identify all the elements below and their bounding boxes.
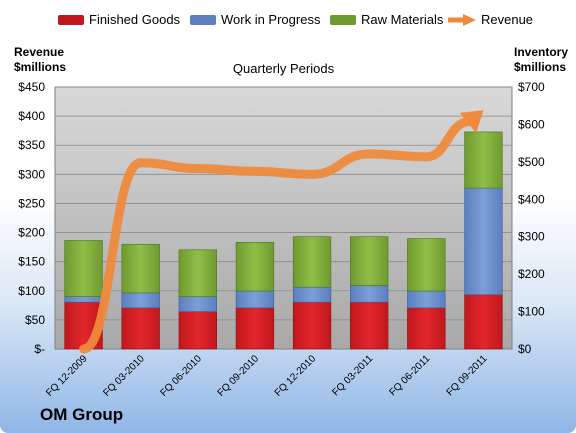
legend-label-finished-goods: Finished Goods [89,12,181,27]
bar-raw-materials [178,249,217,297]
legend-label-work-in-progress: Work in Progress [221,12,321,27]
x-tick-label: FQ 03-2010 [101,353,147,399]
bar-work-in-progress [64,296,103,303]
y-left-tick-label: $450 [18,80,45,94]
y-right-tick-label: $500 [518,155,545,169]
bar-work-in-progress [235,290,275,309]
y-left-tick-label: $100 [18,284,45,298]
y-left-tick-label: $150 [18,255,45,269]
bar-work-in-progress [407,290,446,309]
bar-raw-materials [464,131,503,189]
y-right-title: Inventory $millions [514,45,568,75]
bar-finished-goods [178,311,217,350]
bar-work-in-progress [464,187,503,296]
company-name: OM Group [40,405,124,424]
y-right-tick-label: $300 [518,230,545,244]
y-left-tick-label: $350 [18,138,45,152]
x-tick-label: FQ 12-2010 [273,353,319,399]
revenue-arrow-head [459,110,484,134]
bar-finished-goods [292,301,332,350]
bar-work-in-progress [121,292,160,309]
bar-finished-goods [235,307,275,350]
legend-finished-goods: Finished Goods [58,12,180,27]
bar-raw-materials [350,236,389,286]
revenue-line [79,117,474,354]
y-left-title-line1: Revenue [14,45,65,59]
revenue-arrow-icon [448,13,476,26]
y-left-tick-label: $50 [25,313,45,327]
legend: Finished Goods Work in Progress Raw Mate… [0,12,576,34]
bar-work-in-progress [178,296,217,312]
y-left-title-line2: $millions [14,60,67,74]
y-right-tick-label: $200 [518,267,545,281]
y-left-tick-label: $300 [18,167,45,181]
bar-finished-goods [350,301,389,350]
legend-label-revenue: Revenue [481,12,534,27]
y-left-tick-label: $250 [18,196,45,210]
x-tick-label: FQ 09-2011 [445,353,490,398]
legend-revenue: Revenue [448,12,533,27]
bar-work-in-progress [292,286,332,303]
y-right-tick-label: $100 [518,305,545,319]
y-left-tick-label: $- [34,342,45,356]
bar-raw-materials [292,236,332,288]
bar-finished-goods [121,307,160,350]
bar-raw-materials [121,243,160,294]
legend-label-raw-materials: Raw Materials [361,12,444,27]
bar-finished-goods [464,294,503,350]
finished-goods-swatch [58,14,84,25]
y-right-tick-label: $700 [518,80,545,94]
bar-work-in-progress [350,285,389,303]
y-right-tick-label: $0 [518,342,532,356]
chart-title: Quarterly Periods [233,61,335,76]
work-in-progress-swatch [190,14,216,25]
y-right-tick-label: $600 [518,117,545,131]
bar-raw-materials [64,240,103,297]
y-right-tick-label: $400 [518,192,545,206]
legend-work-in-progress: Work in Progress [190,12,320,27]
y-right-title-line1: Inventory [514,45,569,59]
raw-materials-swatch [330,14,356,25]
x-tick-label: FQ 06-2011 [387,353,432,398]
bar-raw-materials [407,238,446,292]
y-left-title: Revenue $millions [14,45,66,75]
bar-finished-goods [407,307,446,350]
y-right-title-line2: $millions [514,60,567,74]
legend-raw-materials: Raw Materials [330,12,443,27]
x-tick-label: FQ 03-2011 [330,353,375,398]
x-tick-label: FQ 09-2010 [216,353,262,399]
x-tick-label: FQ 06-2010 [158,353,204,399]
y-left-tick-label: $200 [18,226,45,240]
y-left-tick-label: $400 [18,109,45,123]
bar-raw-materials [235,242,275,292]
x-tick-label: FQ 12-2009 [44,353,90,399]
